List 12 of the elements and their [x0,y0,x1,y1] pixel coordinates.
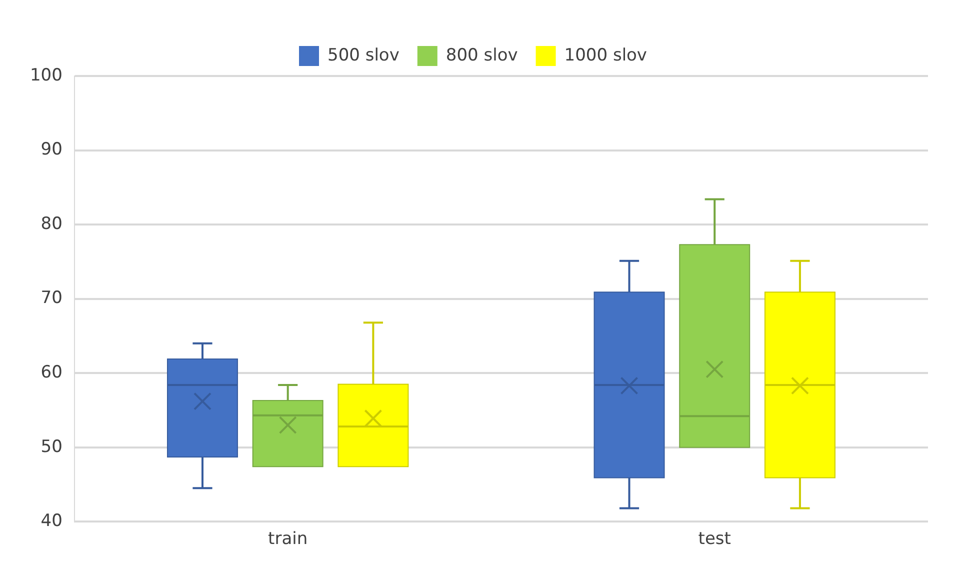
y-tick-label: 90 [40,140,62,160]
y-tick-label: 40 [40,511,62,532]
legend-label: 800 slov [446,45,518,66]
y-tick-label: 80 [40,214,62,234]
y-tick-label: 70 [40,288,62,308]
y-tick-label: 100 [30,65,62,86]
y-tick-label: 50 [40,436,62,457]
legend-label: 500 slov [328,45,400,66]
x-tick-label: train [268,529,308,550]
y-tick-label: 60 [40,362,62,382]
x-tick-label: test [698,529,732,550]
legend-label: 1000 slov [564,45,648,66]
